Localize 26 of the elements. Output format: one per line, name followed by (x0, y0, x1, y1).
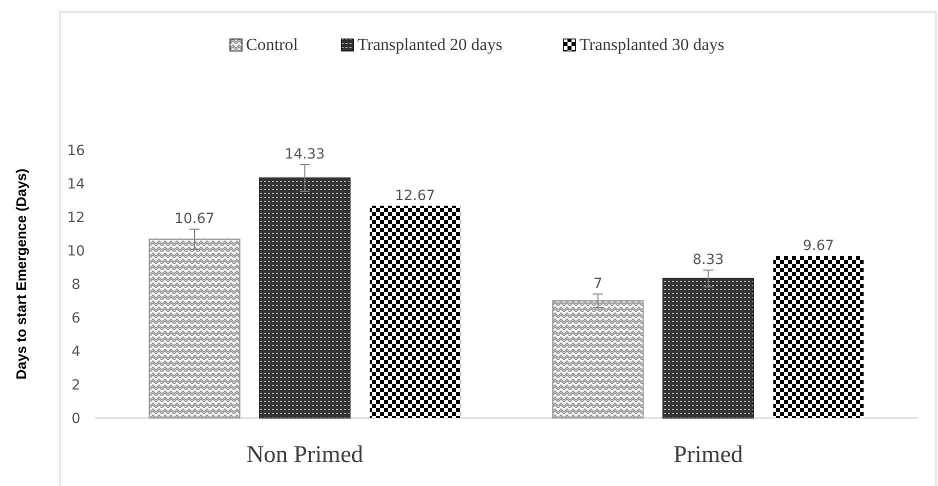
bar (662, 278, 754, 419)
y-tick-label: 10 (67, 243, 85, 260)
data-label: 10.67 (174, 211, 215, 228)
y-tick-label: 2 (72, 377, 80, 394)
y-axis-title: Days to start Emergence (Days) (13, 168, 29, 380)
y-tick-label: 12 (67, 210, 85, 226)
bar (552, 300, 644, 419)
x-tick-label: Primed (674, 442, 743, 468)
y-tick-label: 8 (72, 276, 80, 293)
legend-label: Control (246, 35, 298, 54)
y-tick-label: 14 (67, 176, 85, 192)
y-tick-label: 16 (67, 142, 85, 159)
y-tick-label: 0 (72, 410, 80, 427)
y-tick-label: 4 (72, 344, 81, 360)
data-label: 14.33 (284, 146, 325, 163)
bar (258, 177, 351, 419)
data-label: 9.67 (802, 238, 834, 254)
bar (370, 206, 460, 418)
data-label: 7 (594, 276, 602, 292)
y-tick-label: 6 (72, 310, 81, 326)
x-tick-label: Non Primed (246, 442, 364, 468)
legend-label: Transplanted 20 days (358, 35, 502, 54)
bar (148, 238, 240, 419)
data-label: 8.33 (692, 252, 724, 268)
legend-label: Transplanted 30 days (580, 35, 724, 54)
data-label: 12.67 (394, 188, 436, 204)
